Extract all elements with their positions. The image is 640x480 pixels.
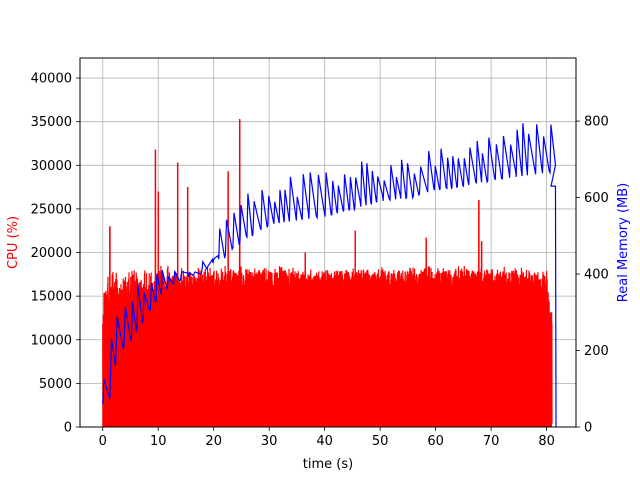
memory-series [102, 123, 557, 428]
y-right-tick-label: 600 [584, 191, 609, 206]
y-left-tick-label: 40000 [31, 72, 72, 87]
plot-frame [79, 57, 577, 428]
y-right-tick-label: 800 [584, 115, 609, 130]
memory-line [102, 123, 557, 428]
y-left-tick-label: 0 [64, 421, 72, 436]
y-left-tick-label: 10000 [31, 333, 72, 348]
y-left-tick-label: 15000 [31, 290, 72, 305]
y-right-tick-label: 400 [584, 268, 609, 283]
y-left-axis-ticks: 0 5000 10000 15000 20000 25000 30000 35000 40000 [31, 72, 80, 436]
x-tick-label: 40 [316, 434, 333, 449]
y-left-tick-label: 5000 [39, 377, 72, 392]
x-tick-label: 70 [483, 434, 500, 449]
y-left-tick-label: 25000 [31, 202, 72, 217]
y-right-tick-label: 200 [584, 344, 609, 359]
y-left-axis-label: CPU (%) [6, 216, 21, 269]
x-tick-label: 0 [99, 434, 107, 449]
y-left-tick-label: 35000 [31, 115, 72, 130]
x-tick-label: 50 [372, 434, 389, 449]
x-tick-label: 10 [150, 434, 167, 449]
cpu-fill [102, 296, 553, 427]
x-axis-ticks: 0 10 20 30 40 50 60 70 80 [99, 427, 555, 449]
y-right-axis-ticks: 0 200 400 600 800 [576, 115, 609, 436]
cpu-series [102, 119, 553, 428]
x-axis-label: time (s) [303, 457, 353, 472]
y-right-axis-label: Real Memory (MB) [616, 183, 631, 302]
x-tick-label: 30 [261, 434, 278, 449]
x-tick-label: 60 [427, 434, 444, 449]
y-left-tick-label: 30000 [31, 159, 72, 174]
x-tick-label: 20 [205, 434, 222, 449]
y-left-tick-label: 20000 [31, 246, 72, 261]
y-right-tick-label: 0 [584, 421, 592, 436]
x-tick-label: 80 [538, 434, 555, 449]
